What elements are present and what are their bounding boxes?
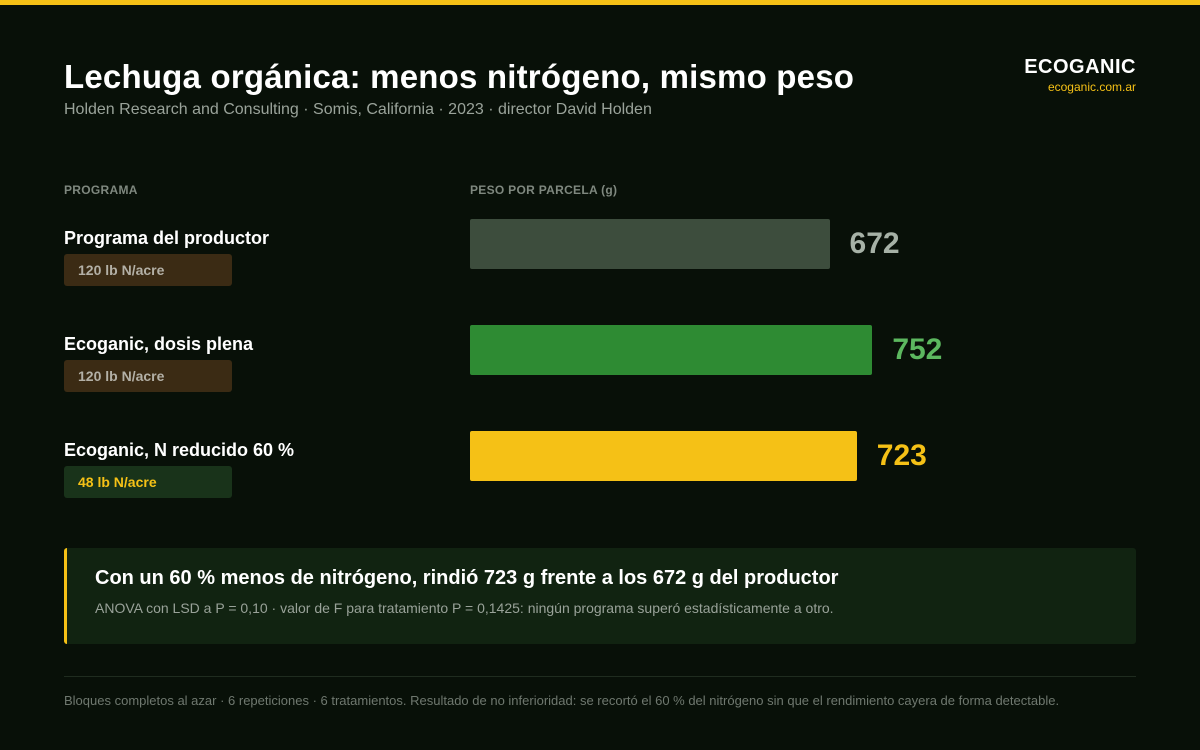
footer-note: Bloques completos al azar · 6 repeticion… [64, 693, 1060, 708]
footer-divider [64, 676, 1136, 677]
key-finding-panel: Con un 60 % menos de nitrógeno, rindió 7… [64, 548, 1136, 644]
brand-logo-text: ECOGANIC [1024, 56, 1136, 78]
nitrogen-badge: 120 lb N/acre [64, 360, 232, 392]
chart-title: Lechuga orgánica: menos nitrógeno, mismo… [64, 58, 855, 95]
bar-row: Ecoganic, dosis plena 120 lb N/acre 752 [0, 325, 1200, 424]
chart-subtitle: Holden Research and Consulting · Somis, … [64, 101, 652, 118]
nitrogen-badge: 48 lb N/acre [64, 466, 232, 498]
category-label: Programa del productor [64, 228, 270, 248]
bar-value-label: 723 [876, 439, 927, 472]
category-label: Ecoganic, dosis plena [64, 334, 254, 354]
nitrogen-badge: 120 lb N/acre [64, 254, 232, 286]
category-column-header: PROGRAMA [64, 183, 138, 197]
bar [470, 325, 873, 375]
top-accent-bar [0, 0, 1200, 5]
bar-value-label: 672 [849, 227, 900, 260]
brand-url[interactable]: ecoganic.com.ar [1047, 80, 1136, 94]
bar-value-label: 752 [892, 333, 943, 366]
value-column-header: PESO POR PARCELA (g) [470, 183, 618, 197]
bar-row: Ecoganic, N reducido 60 % 48 lb N/acre 7… [0, 431, 1200, 530]
category-label: Ecoganic, N reducido 60 % [64, 440, 295, 460]
key-finding-title: Con un 60 % menos de nitrógeno, rindió 7… [95, 567, 839, 589]
bar [470, 431, 857, 481]
bar [470, 219, 830, 269]
brand-block: ECOGANIC ecoganic.com.ar [1024, 56, 1136, 94]
bar-row: Programa del productor 120 lb N/acre 672 [0, 219, 1200, 318]
key-finding-text: ANOVA con LSD a P = 0,10 · valor de F pa… [95, 600, 834, 616]
